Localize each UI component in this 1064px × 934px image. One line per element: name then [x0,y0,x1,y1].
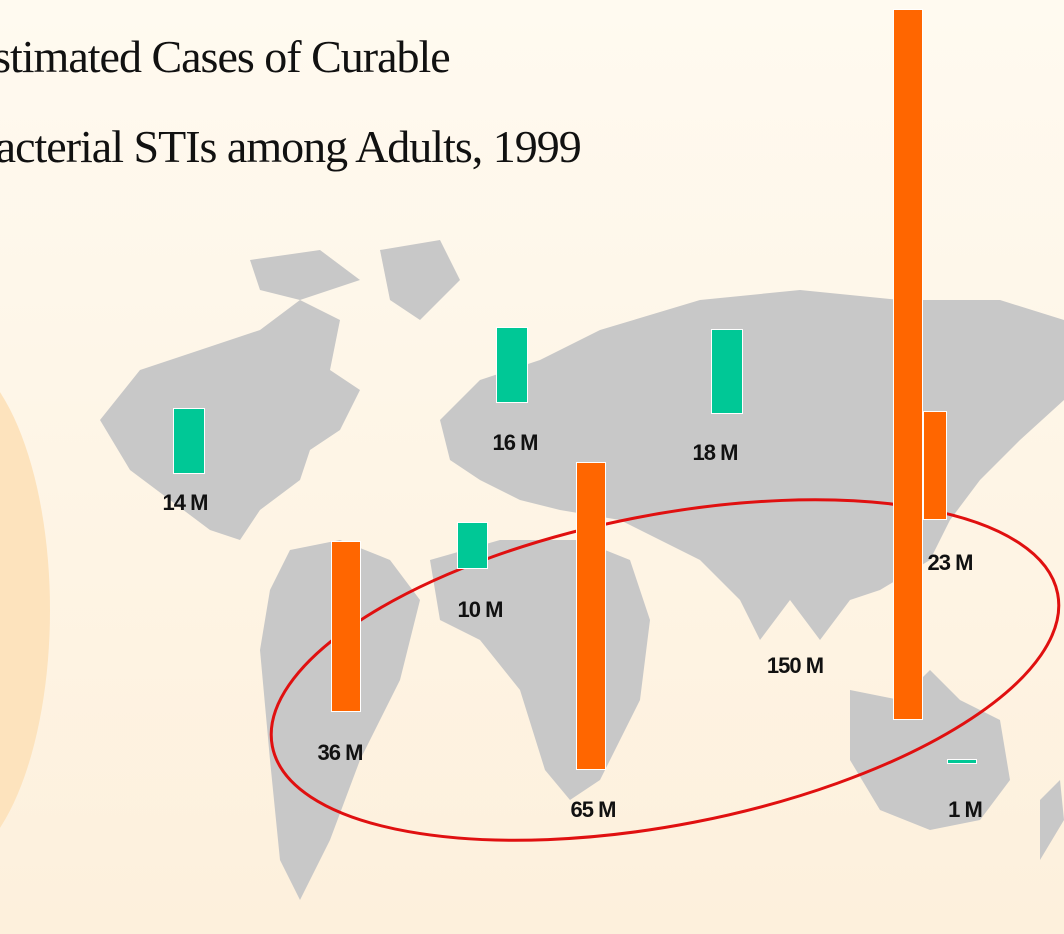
bar [496,327,528,403]
bar [457,521,488,569]
bar [576,461,606,770]
bar [947,759,977,764]
decor-blob [0,392,50,828]
title-line: Estimated Cases of Curable [0,31,451,82]
value-label: 18 M [692,440,739,465]
value-label: 65 M [570,797,617,822]
highlight-ellipse [269,498,1061,842]
bar [711,328,743,414]
bar [893,9,923,720]
value-label: 36 M [317,740,364,765]
value-label: 150 M [766,653,824,678]
value-label: 1 M [948,797,983,822]
bar [173,407,205,474]
value-label: 23 M [927,550,974,575]
value-label: 16 M [492,430,539,455]
bar [331,541,361,712]
title-line: Bacterial STIs among Adults, 1999 [0,121,582,172]
value-label: 14 M [162,490,209,515]
bar [923,410,947,520]
value-label: 10 M [457,597,504,622]
